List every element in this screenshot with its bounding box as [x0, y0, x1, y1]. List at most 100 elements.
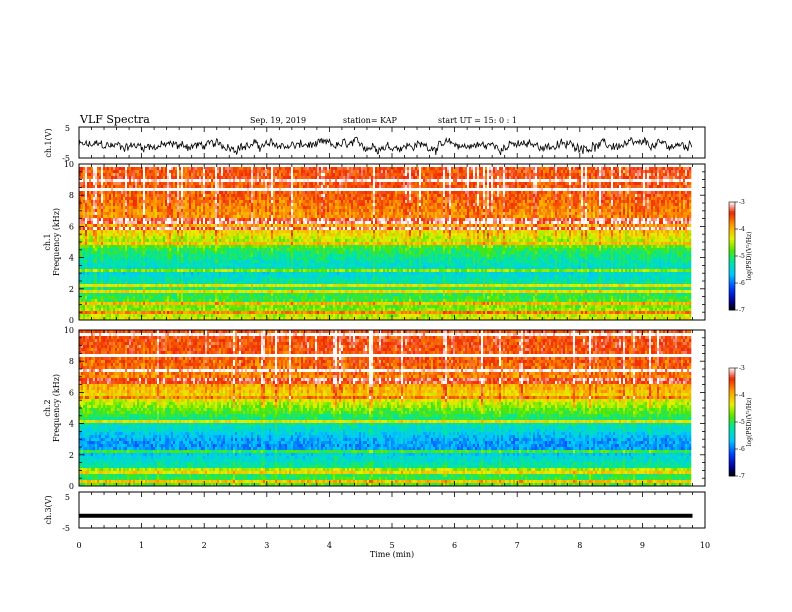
spectrogram-cell — [449, 170, 451, 173]
spectrogram-cell — [167, 173, 169, 176]
spectrogram-cell — [655, 167, 657, 170]
spectrogram-cell — [319, 170, 321, 173]
spectrogram-cell — [243, 173, 245, 176]
spectrogram-cell — [617, 167, 619, 170]
spectrogram-cell — [127, 170, 129, 173]
spectrogram-cell — [417, 170, 419, 173]
spectrogram-cell — [329, 170, 331, 173]
spectrogram-cell — [129, 170, 131, 173]
spectrogram-cell — [407, 170, 409, 173]
spectrogram-cell — [213, 173, 215, 176]
spectrogram-cell — [273, 167, 275, 170]
spectrogram-cell — [481, 170, 483, 173]
spectrogram-cell — [179, 167, 181, 170]
spectrogram-cell — [683, 167, 685, 170]
spectrogram-cell — [281, 170, 283, 173]
spectrogram-cell — [611, 167, 613, 170]
spectrogram-cell — [211, 173, 213, 176]
spectrogram-cell — [303, 173, 305, 176]
spectrogram-cell — [583, 167, 585, 170]
spectrogram-cell — [219, 173, 221, 176]
spectrogram-cell — [401, 167, 403, 170]
spectrogram-cell — [229, 167, 231, 170]
spectrogram-cell — [235, 173, 237, 176]
spectrogram-cell — [175, 170, 177, 173]
spectrogram-cell — [517, 170, 519, 173]
spectrogram-cell — [221, 170, 223, 173]
spectrogram-cell — [121, 170, 123, 173]
spectrogram-cell — [413, 167, 415, 170]
spectrogram-cell — [331, 170, 333, 173]
spectrogram-cell — [107, 173, 109, 176]
spectrogram-cell — [293, 167, 295, 170]
spectrogram-cell — [145, 170, 147, 173]
spectrogram-cell — [441, 167, 443, 170]
spectrogram-cell — [131, 173, 133, 176]
spectrogram-cell — [337, 167, 339, 170]
spectrogram-cell — [225, 167, 227, 170]
spectrogram-cell — [341, 170, 343, 173]
spectrogram-cell — [505, 167, 507, 170]
spectrogram-cell — [599, 167, 601, 170]
spectrogram-cell — [153, 173, 155, 176]
spectrogram-cell — [443, 167, 445, 170]
spectrogram-cell — [91, 173, 93, 176]
spectrogram-cell — [487, 167, 489, 170]
spectrogram-cell — [527, 167, 529, 170]
spectrogram-cell — [419, 167, 421, 170]
spectrogram-cell — [89, 167, 91, 170]
spectrogram-cell — [109, 173, 111, 176]
spectrogram-cell — [585, 170, 587, 173]
spectrogram-cell — [559, 167, 561, 170]
spectrogram-cell — [267, 167, 269, 170]
spectrogram-cell — [671, 167, 673, 170]
spectrogram-cell — [101, 167, 103, 170]
spectrogram-cell — [669, 167, 671, 170]
spectrogram-cell — [131, 170, 133, 173]
spectrogram-cell — [561, 167, 563, 170]
spectrogram-cell — [145, 173, 147, 176]
spectrogram-cell — [429, 167, 431, 170]
spectrogram-cell — [451, 167, 453, 170]
spectrogram-cell — [235, 170, 237, 173]
spectrogram-cell — [103, 167, 105, 170]
spectrogram-cell — [493, 167, 495, 170]
spectrogram-cell — [347, 167, 349, 170]
spectrogram-cell — [197, 167, 199, 170]
spectrogram-cell — [663, 170, 665, 173]
spectrogram-cell — [193, 167, 195, 170]
spectrogram-cell — [223, 173, 225, 176]
spectrogram-cell — [477, 170, 479, 173]
spectrogram-cell — [187, 170, 189, 173]
spectrogram-cell — [241, 170, 243, 173]
spectrogram-cell — [309, 173, 311, 176]
spectrogram-cell — [485, 170, 487, 173]
spectrogram-cell — [547, 167, 549, 170]
spectrogram-cell — [577, 167, 579, 170]
spectrogram-cell — [357, 170, 359, 173]
spectrogram-cell — [581, 170, 583, 173]
spectrogram-cell — [93, 167, 95, 170]
spectrogram-cell — [383, 170, 385, 173]
spectrogram-cell — [657, 170, 659, 173]
spectrogram-cell — [405, 170, 407, 173]
spectrogram-cell — [295, 173, 297, 176]
spectrogram-cell — [379, 167, 381, 170]
spectrogram-cell — [411, 167, 413, 170]
spectrogram-cell — [467, 170, 469, 173]
spectrogram-cell — [295, 170, 297, 173]
spectrogram-cell — [393, 167, 395, 170]
spectrogram-cell — [595, 170, 597, 173]
spectrogram-cell — [591, 167, 593, 170]
spectrogram-cell — [83, 170, 85, 173]
spectrogram-cell — [189, 167, 191, 170]
spectrogram-cell — [515, 170, 517, 173]
spectrogram-cell — [197, 170, 199, 173]
spectrogram-cell — [373, 167, 375, 170]
spectrogram-cell — [495, 170, 497, 173]
spectrogram-cell — [179, 170, 181, 173]
spectrogram-cell — [519, 167, 521, 170]
spectrogram-cell — [207, 170, 209, 173]
spectrogram-cell — [555, 167, 557, 170]
